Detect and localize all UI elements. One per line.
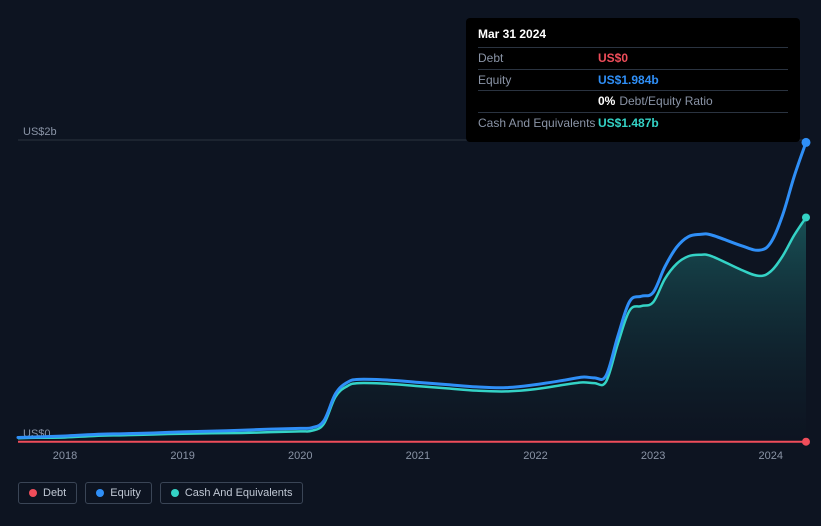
x-axis-tick-label: 2020 <box>288 450 312 462</box>
legend-label: Equity <box>110 487 141 499</box>
legend-marker <box>29 489 37 497</box>
legend-marker <box>171 489 179 497</box>
x-axis-tick-label: 2022 <box>523 450 547 462</box>
equity-end-marker <box>802 138 811 147</box>
tooltip-row-label: Equity <box>478 72 598 89</box>
tooltip-row: EquityUS$1.984b <box>478 69 788 91</box>
tooltip-row: DebtUS$0 <box>478 47 788 69</box>
legend-marker <box>96 489 104 497</box>
x-axis-tick-label: 2019 <box>170 450 194 462</box>
tooltip-row-suffix: Debt/Equity Ratio <box>619 94 712 108</box>
tooltip-row-value: US$1.984b <box>598 72 659 89</box>
tooltip-date: Mar 31 2024 <box>478 26 788 47</box>
tooltip-row-label <box>478 93 598 110</box>
legend: Debt Equity Cash And Equivalents <box>18 482 303 504</box>
tooltip-row-label: Cash And Equivalents <box>478 115 598 132</box>
legend-label: Cash And Equivalents <box>185 487 293 499</box>
tooltip-row-label: Debt <box>478 50 598 67</box>
legend-item-equity[interactable]: Equity <box>85 482 152 504</box>
tooltip-row: Cash And EquivalentsUS$1.487b <box>478 112 788 134</box>
legend-item-debt[interactable]: Debt <box>18 482 77 504</box>
legend-item-cash-and-equivalents[interactable]: Cash And Equivalents <box>160 482 304 504</box>
x-axis-tick-label: 2023 <box>641 450 665 462</box>
tooltip-row-value: US$0 <box>598 50 628 67</box>
tooltip-row-value: US$1.487b <box>598 115 659 132</box>
x-axis-tick-label: 2024 <box>758 450 782 462</box>
debt-end-marker <box>802 438 810 446</box>
tooltip-row-value: 0%Debt/Equity Ratio <box>598 93 713 110</box>
tooltip: Mar 31 2024 DebtUS$0EquityUS$1.984b0%Deb… <box>466 18 800 142</box>
chart-container: US$0US$2b 2018201920202021202220232024 M… <box>0 0 821 526</box>
cash-area <box>18 217 806 442</box>
cash-end-marker <box>802 213 810 221</box>
x-axis-tick-label: 2018 <box>53 450 77 462</box>
legend-label: Debt <box>43 487 66 499</box>
tooltip-row: 0%Debt/Equity Ratio <box>478 90 788 112</box>
x-axis-tick-label: 2021 <box>406 450 430 462</box>
